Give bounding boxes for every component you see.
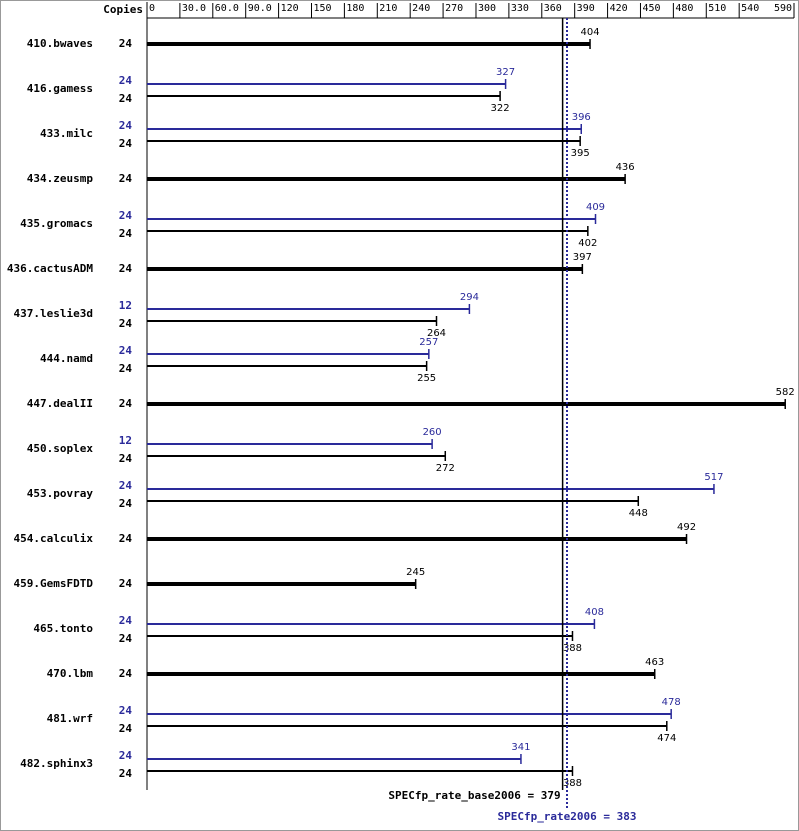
value-label: 478 [662,697,681,708]
x-tick-label: 210 [379,3,397,14]
x-tick-label: 480 [675,3,693,14]
value-label: 397 [573,252,592,263]
x-tick-label: 0 [149,3,155,14]
value-label: 255 [417,373,436,384]
benchmark-label: 454.calculix [14,532,94,545]
value-label: 448 [629,508,648,519]
value-label: 294 [460,292,479,303]
value-label: 436 [616,162,635,173]
copies: 24 [119,317,133,330]
x-tick-label: 330 [511,3,529,14]
copies: 24 [119,74,133,87]
value-label: 474 [657,733,676,744]
benchmark-label: 482.sphinx3 [20,757,93,770]
value-label: 463 [645,657,664,668]
reference-label: SPECfp_rate_base2006 = 379 [388,789,560,802]
benchmark-label: 434.zeusmp [27,172,94,185]
benchmark-label: 437.leslie3d [14,307,93,320]
copies: 24 [119,344,133,357]
value-label: 396 [572,112,591,123]
value-label: 517 [704,472,723,483]
benchmark-label: 444.namd [40,352,93,365]
benchmark-label: 450.soplex [27,442,94,455]
benchmark-label: 453.povray [27,487,94,500]
value-label: 245 [406,567,425,578]
value-label: 341 [511,742,530,753]
benchmark-label: 459.GemsFDTD [14,577,94,590]
value-label: 272 [436,463,455,474]
benchmark-label: 470.lbm [47,667,94,680]
copies: 24 [119,577,133,590]
copies: 24 [119,119,133,132]
benchmark-label: 435.gromacs [20,217,93,230]
copies: 24 [119,479,133,492]
value-label: 409 [586,202,605,213]
value-label: 408 [585,607,604,618]
copies: 24 [119,722,133,735]
x-tick-label: 590 [774,3,792,14]
copies: 24 [119,92,133,105]
x-tick-label: 420 [610,3,628,14]
copies: 24 [119,37,133,50]
reference-label: SPECfp_rate2006 = 383 [497,810,636,823]
x-tick-label: 270 [445,3,463,14]
copies: 24 [119,452,133,465]
copies: 24 [119,209,133,222]
value-label: 404 [580,27,599,38]
x-tick-label: 540 [741,3,759,14]
benchmark-label: 433.milc [40,127,93,140]
value-label: 260 [423,427,442,438]
copies-header: Copies [103,3,143,16]
x-tick-label: 510 [708,3,726,14]
value-label: 322 [491,103,510,114]
copies: 24 [119,632,133,645]
copies: 24 [119,497,133,510]
x-tick-label: 30.0 [182,3,206,14]
copies: 24 [119,362,133,375]
copies: 24 [119,262,133,275]
x-tick-label: 180 [346,3,364,14]
value-label: 492 [677,522,696,533]
copies: 24 [119,397,133,410]
x-tick-label: 90.0 [248,3,272,14]
value-label: 395 [571,148,590,159]
x-tick-label: 360 [544,3,562,14]
copies: 24 [119,667,133,680]
copies: 24 [119,614,133,627]
x-tick-label: 150 [313,3,331,14]
x-tick-label: 450 [642,3,660,14]
x-tick-label: 300 [478,3,496,14]
copies: 24 [119,137,133,150]
copies: 24 [119,704,133,717]
value-label: 327 [496,67,515,78]
copies: 24 [119,227,133,240]
x-tick-label: 120 [281,3,299,14]
value-label: 582 [776,387,795,398]
value-label: 388 [563,643,582,654]
benchmark-label: 436.cactusADM [7,262,93,275]
copies: 12 [119,434,132,447]
x-tick-label: 60.0 [215,3,239,14]
copies: 24 [119,172,133,185]
x-tick-label: 390 [577,3,595,14]
benchmark-label: 447.dealII [27,397,93,410]
value-label: 257 [419,337,438,348]
value-label: 402 [578,238,597,249]
value-label: 264 [427,328,446,339]
value-label: 388 [563,778,582,789]
benchmark-label: 481.wrf [47,712,93,725]
copies: 12 [119,299,132,312]
x-tick-label: 240 [412,3,430,14]
benchmark-label: 465.tonto [33,622,93,635]
benchmark-label: 410.bwaves [27,37,93,50]
copies: 24 [119,532,133,545]
copies: 24 [119,749,133,762]
benchmark-label: 416.gamess [27,82,93,95]
copies: 24 [119,767,133,780]
